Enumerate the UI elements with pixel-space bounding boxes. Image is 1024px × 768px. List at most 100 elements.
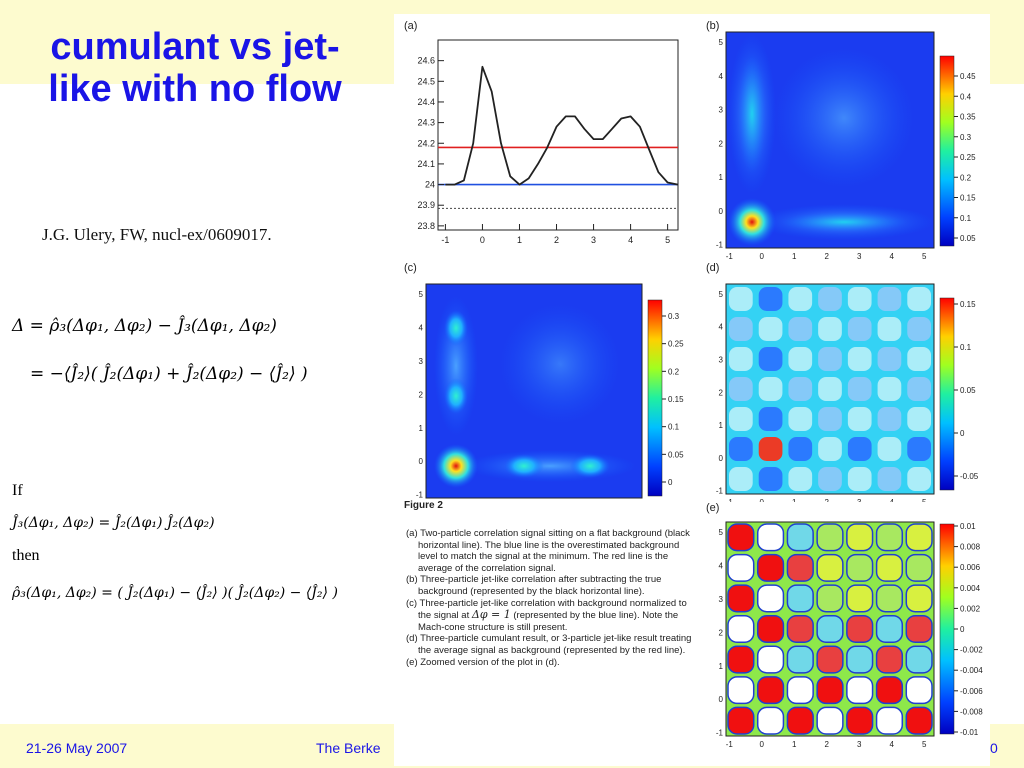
pattern-cell xyxy=(727,614,755,644)
pattern-cell xyxy=(756,706,785,735)
x-tick-label: 4 xyxy=(628,235,633,245)
pattern-cell xyxy=(875,706,904,735)
caption-d: (d) Three-particle cumulant result, or 3… xyxy=(406,633,692,656)
scale-tick-label: 0.004 xyxy=(960,584,981,593)
pattern-cell xyxy=(727,584,755,613)
scale-tick-label: 0.05 xyxy=(668,450,684,459)
scale-tick-label: -0.006 xyxy=(960,687,983,696)
y-tick-label: 4 xyxy=(719,561,724,570)
scale-tick-label: 0 xyxy=(960,429,965,438)
scale-tick-label: 0.2 xyxy=(960,173,972,182)
y-tick-label: 3 xyxy=(719,355,724,364)
caption-b: (b) Three-particle jet-like correlation … xyxy=(406,574,662,597)
pattern-cell xyxy=(846,645,874,674)
color-scale-bar xyxy=(647,299,663,497)
pattern-cell xyxy=(907,287,931,311)
caption-c: (c) Three-particle jet-like correlation … xyxy=(406,598,696,634)
pattern-cell xyxy=(756,645,785,674)
color-scale-bar xyxy=(939,297,955,491)
y-tick-label: 2 xyxy=(719,388,724,397)
x-tick-label: 2 xyxy=(825,498,830,502)
panel-b-heatmap: 0.45 0.4 0.35 0.3 0.25 0.2 0.15 0.1 0.05 -1 0 1 2 3 4… xyxy=(716,31,976,260)
pattern-cell xyxy=(786,676,814,705)
x-tick-label: -1 xyxy=(726,740,734,749)
caption-e: (e) Zoomed version of the plot in (d). xyxy=(406,656,560,668)
caption-c-part1: (c) Three-particle jet-like correlation … xyxy=(406,597,687,622)
x-tick-label: 1 xyxy=(517,235,522,245)
pattern-cell xyxy=(907,317,931,341)
y-tick-label: 1 xyxy=(719,421,724,430)
pattern-cell xyxy=(877,467,902,491)
x-tick-label: -1 xyxy=(726,498,734,502)
y-tick-label: 4 xyxy=(719,323,724,332)
pattern-cell xyxy=(788,347,813,371)
y-tick-label: 0 xyxy=(719,695,724,704)
pattern-cell xyxy=(877,407,902,431)
scale-tick-label: 0.15 xyxy=(668,395,684,404)
pattern-cell xyxy=(758,467,783,491)
equation-delta-expanded: = −⟨Ĵ₂⟩( Ĵ₂(Δφ₁) + Ĵ₂(Δφ₂) − ⟨Ĵ₂⟩ ) xyxy=(30,364,308,384)
y-tick-label: 3 xyxy=(719,595,724,604)
x-tick-label: 0 xyxy=(760,740,765,749)
then-label: then xyxy=(12,547,40,564)
slide-title: cumulant vs jet-like with no flow xyxy=(48,26,342,110)
panel-a-line-chart: -1 0 1 2 3 4 5 23.8 23.9 24 24.1 24.2 24.3 24.4 24.5 24… xyxy=(417,39,679,245)
pattern-cell xyxy=(729,377,753,401)
blob xyxy=(504,454,544,478)
pattern-cell xyxy=(758,437,783,461)
pattern-cell xyxy=(905,706,933,735)
pattern-cell xyxy=(758,377,783,401)
y-tick-label: 5 xyxy=(719,528,724,537)
pattern-cell xyxy=(907,347,931,371)
pattern-cell xyxy=(816,614,844,644)
scale-tick-label: 0.35 xyxy=(960,113,976,122)
pattern-cell xyxy=(758,287,783,311)
pattern-cell xyxy=(729,347,753,371)
x-tick-label: 1 xyxy=(792,252,797,260)
y-tick-label: 23.8 xyxy=(417,221,435,231)
x-tick-label: 3 xyxy=(591,235,596,245)
pattern-cell xyxy=(847,437,872,461)
pattern-cell xyxy=(786,523,814,552)
panel-a-label: (a) xyxy=(404,20,418,32)
pattern-cell xyxy=(905,553,933,582)
pattern-cell xyxy=(818,407,842,431)
footer-conference: The Berke xyxy=(316,740,381,756)
y-tick-label: 5 xyxy=(719,290,724,299)
y-tick-label: 24 xyxy=(425,180,435,190)
y-tick-label: 5 xyxy=(719,38,724,47)
x-tick-label: 0 xyxy=(760,498,765,502)
blob xyxy=(780,212,908,232)
pattern-cell xyxy=(846,523,874,552)
panel-c-label: (c) xyxy=(404,262,417,274)
pattern-cell xyxy=(875,553,904,582)
citation: J.G. Ulery, FW, nucl-ex/0609017. xyxy=(42,225,272,244)
panel-d-label: (d) xyxy=(706,262,720,274)
pattern-cell xyxy=(907,377,931,401)
scale-tick-label: 0.15 xyxy=(960,194,976,203)
scale-tick-label: 0 xyxy=(960,625,965,634)
pattern-cell xyxy=(729,467,753,491)
scale-tick-label: 0.3 xyxy=(668,312,680,321)
caption-c-equation: Δφ = 1 xyxy=(471,608,511,622)
color-scale-bar xyxy=(939,523,955,735)
y-tick-label: 24.6 xyxy=(417,56,435,66)
y-tick-label: 0 xyxy=(719,207,724,216)
scale-tick-label: 0.1 xyxy=(960,214,972,223)
scale-tick-label: 0.2 xyxy=(668,367,680,376)
footer-page-number: 0 xyxy=(990,740,998,756)
pattern-cell xyxy=(758,347,783,371)
pattern-cell xyxy=(875,523,904,552)
pattern-cell xyxy=(727,706,755,735)
scale-tick-label: 0.01 xyxy=(960,522,976,531)
pattern-cell xyxy=(846,553,874,582)
x-tick-label: 4 xyxy=(890,740,895,749)
scale-tick-label: 0.05 xyxy=(960,234,976,243)
y-tick-label: 23.9 xyxy=(417,200,435,210)
y-tick-label: 5 xyxy=(419,290,424,299)
blob xyxy=(444,378,468,414)
y-tick-label: 0 xyxy=(419,457,424,466)
pattern-cell xyxy=(816,676,844,705)
blob xyxy=(500,304,620,424)
